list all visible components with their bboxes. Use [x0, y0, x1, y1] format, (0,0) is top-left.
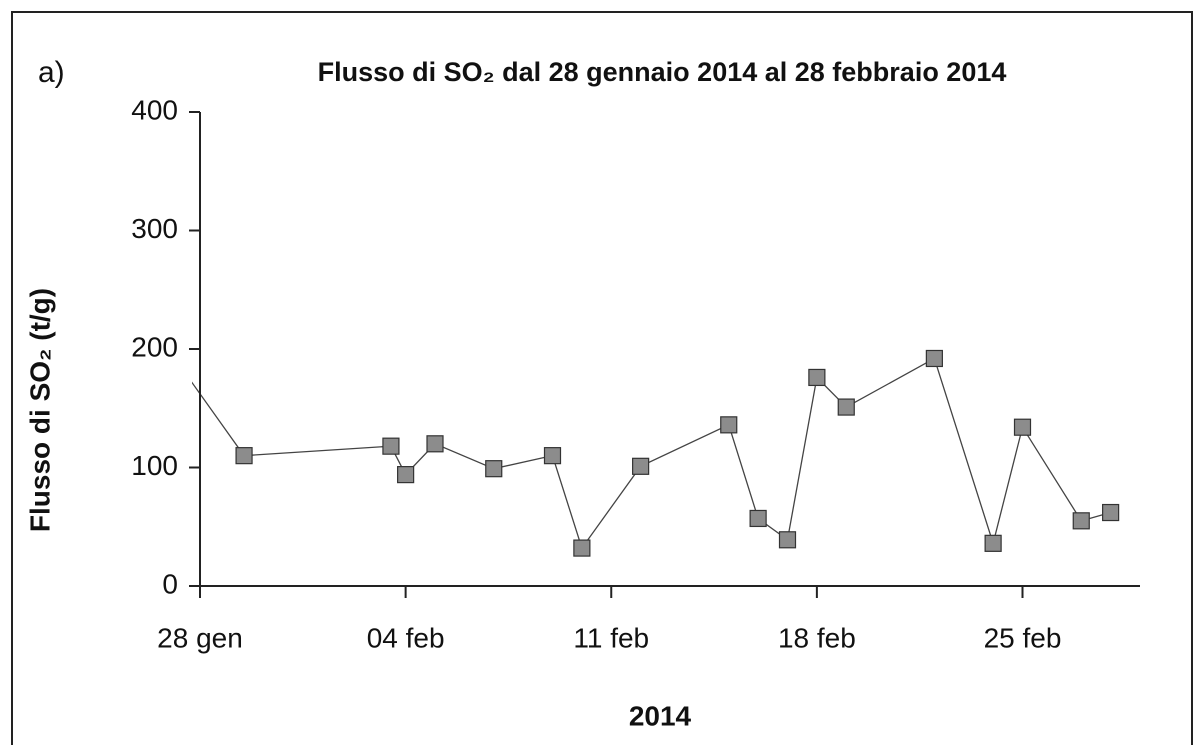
plot-area [192, 349, 1120, 557]
x-axis-label: 2014 [629, 700, 692, 731]
x-tick-label: 04 feb [367, 622, 445, 653]
x-tick-label: 28 gen [157, 622, 243, 653]
x-tick-label: 11 feb [573, 622, 649, 653]
data-point [984, 534, 1002, 552]
frame [11, 11, 1193, 745]
data-point [1102, 503, 1120, 522]
y-tick-label: 100 [131, 450, 178, 481]
y-axis-label: Flusso di SO₂ (t/g) [24, 288, 55, 532]
data-point [749, 509, 767, 528]
data-point [397, 466, 415, 484]
data-point [1072, 512, 1090, 530]
data-point [837, 398, 855, 416]
chart-title: Flusso di SO₂ dal 28 gennaio 2014 al 28 … [318, 57, 1007, 87]
x-tick-label: 18 feb [778, 622, 856, 653]
data-point [808, 368, 826, 387]
data-point [720, 416, 738, 434]
y-tick-label: 400 [131, 94, 178, 125]
y-tick-label: 200 [131, 331, 178, 362]
y-tick-label: 300 [131, 213, 178, 244]
data-point [235, 447, 253, 465]
series-line [192, 357, 1111, 550]
data-point [925, 349, 943, 368]
data-point [426, 435, 444, 453]
data-point [632, 457, 650, 475]
x-tick-label: 25 feb [984, 622, 1062, 653]
data-point [382, 437, 400, 455]
data-point [485, 460, 503, 478]
data-point [573, 539, 591, 557]
data-point [778, 531, 797, 549]
data-point [543, 447, 562, 465]
panel-label: a) [38, 56, 65, 89]
data-point [1013, 418, 1032, 436]
y-tick-label: 0 [162, 568, 178, 599]
